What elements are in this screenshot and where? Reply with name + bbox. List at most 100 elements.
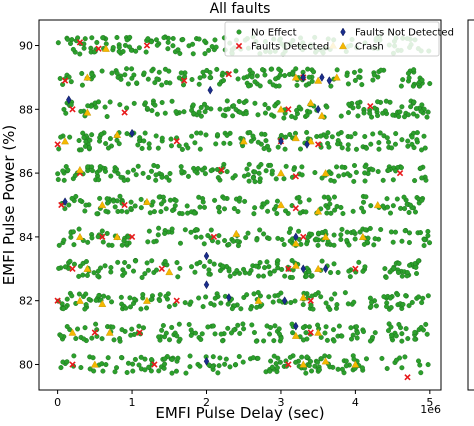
no-effect-point bbox=[108, 173, 114, 179]
no-effect-point bbox=[288, 300, 294, 306]
no-effect-point bbox=[328, 177, 334, 183]
no-effect-point bbox=[125, 169, 131, 175]
no-effect-point bbox=[370, 131, 376, 137]
no-effect-point bbox=[233, 68, 239, 74]
no-effect-point bbox=[328, 296, 334, 302]
no-effect-point bbox=[244, 166, 250, 172]
fault-not-detected-point bbox=[62, 197, 68, 207]
no-effect-point bbox=[143, 49, 149, 55]
no-effect-point bbox=[146, 228, 152, 234]
no-effect-point bbox=[89, 35, 95, 41]
no-effect-point bbox=[392, 141, 398, 147]
no-effect-point bbox=[289, 275, 295, 281]
no-effect-point bbox=[212, 331, 218, 337]
no-effect-point bbox=[276, 331, 282, 337]
no-effect-point bbox=[221, 206, 227, 212]
crash-point bbox=[321, 357, 330, 365]
no-effect-point bbox=[252, 179, 258, 185]
no-effect-point bbox=[218, 331, 224, 337]
no-effect-point bbox=[192, 140, 198, 146]
no-effect-point bbox=[352, 77, 358, 83]
no-effect-point bbox=[304, 241, 310, 247]
no-effect-point bbox=[290, 330, 296, 336]
crash-point bbox=[83, 264, 92, 272]
no-effect-point bbox=[142, 271, 148, 277]
no-effect-point bbox=[163, 206, 169, 212]
no-effect-point bbox=[207, 259, 213, 265]
no-effect-point bbox=[293, 359, 299, 365]
no-effect-point bbox=[221, 195, 227, 201]
no-effect-point bbox=[238, 306, 244, 312]
fault-detected-point bbox=[136, 329, 143, 336]
no-effect-point bbox=[224, 169, 230, 175]
no-effect-point bbox=[190, 51, 196, 57]
no-effect-point bbox=[330, 327, 336, 333]
no-effect-point bbox=[393, 131, 399, 137]
no-effect-point bbox=[114, 166, 120, 172]
crash-point bbox=[373, 200, 382, 209]
crash-point bbox=[351, 360, 360, 368]
no-effect-point bbox=[68, 40, 74, 46]
no-effect-point bbox=[144, 260, 150, 266]
no-effect-point bbox=[159, 135, 165, 141]
no-effect-point bbox=[309, 273, 315, 279]
no-effect-point bbox=[361, 110, 367, 116]
no-effect-point bbox=[77, 51, 83, 57]
no-effect-point bbox=[246, 178, 252, 184]
no-effect-point bbox=[339, 145, 345, 151]
no-effect-point bbox=[324, 210, 330, 216]
no-effect-point bbox=[220, 112, 226, 118]
fault-detected-point bbox=[121, 109, 128, 116]
crash-point bbox=[321, 169, 330, 177]
crash-point bbox=[90, 360, 99, 368]
no-effect-point bbox=[405, 70, 411, 76]
no-effect-point bbox=[179, 146, 185, 152]
no-effect-point bbox=[303, 273, 309, 279]
no-effect-point bbox=[218, 300, 224, 306]
no-effect-point bbox=[367, 338, 373, 344]
no-effect-point bbox=[216, 233, 222, 239]
no-effect-point bbox=[388, 332, 394, 338]
no-effect-point bbox=[235, 322, 241, 328]
no-effect-point bbox=[425, 362, 431, 368]
fault-detected-point bbox=[58, 201, 65, 209]
no-effect-point bbox=[73, 336, 79, 342]
no-effect-point bbox=[380, 110, 386, 116]
no-effect-point bbox=[199, 167, 205, 173]
no-effect-point bbox=[251, 291, 257, 297]
no-effect-point bbox=[141, 138, 147, 144]
no-effect-point bbox=[116, 141, 122, 147]
no-effect-point bbox=[89, 71, 95, 77]
no-effect-point bbox=[166, 68, 172, 74]
no-effect-point bbox=[227, 364, 233, 370]
x-tick-label: 1 bbox=[129, 396, 136, 409]
no-effect-point bbox=[163, 293, 169, 299]
no-effect-point bbox=[100, 368, 106, 374]
no-effect-point bbox=[66, 74, 72, 80]
no-effect-point bbox=[287, 226, 293, 232]
no-effect-point bbox=[156, 334, 162, 340]
no-effect-point bbox=[85, 103, 91, 109]
no-effect-point bbox=[292, 115, 298, 121]
no-effect-point bbox=[362, 134, 368, 140]
no-effect-point bbox=[257, 260, 263, 266]
no-effect-point bbox=[104, 114, 110, 120]
no-effect-point bbox=[146, 141, 152, 147]
no-effect-point bbox=[331, 194, 337, 200]
no-effect-point bbox=[332, 207, 338, 213]
no-effect-point bbox=[119, 327, 125, 333]
no-effect-point bbox=[103, 362, 109, 368]
no-effect-point bbox=[198, 130, 204, 136]
no-effect-point bbox=[395, 270, 401, 276]
no-effect-point bbox=[359, 205, 365, 211]
no-effect-point bbox=[153, 37, 159, 43]
no-effect-point bbox=[215, 239, 221, 245]
fault-not-detected-point bbox=[203, 356, 210, 366]
no-effect-point bbox=[75, 326, 81, 332]
no-effect-point bbox=[336, 173, 342, 179]
no-effect-point bbox=[248, 306, 254, 312]
no-effect-point bbox=[213, 141, 219, 147]
no-effect-point bbox=[277, 72, 283, 78]
no-effect-point bbox=[232, 173, 238, 179]
no-effect-point bbox=[385, 167, 391, 173]
